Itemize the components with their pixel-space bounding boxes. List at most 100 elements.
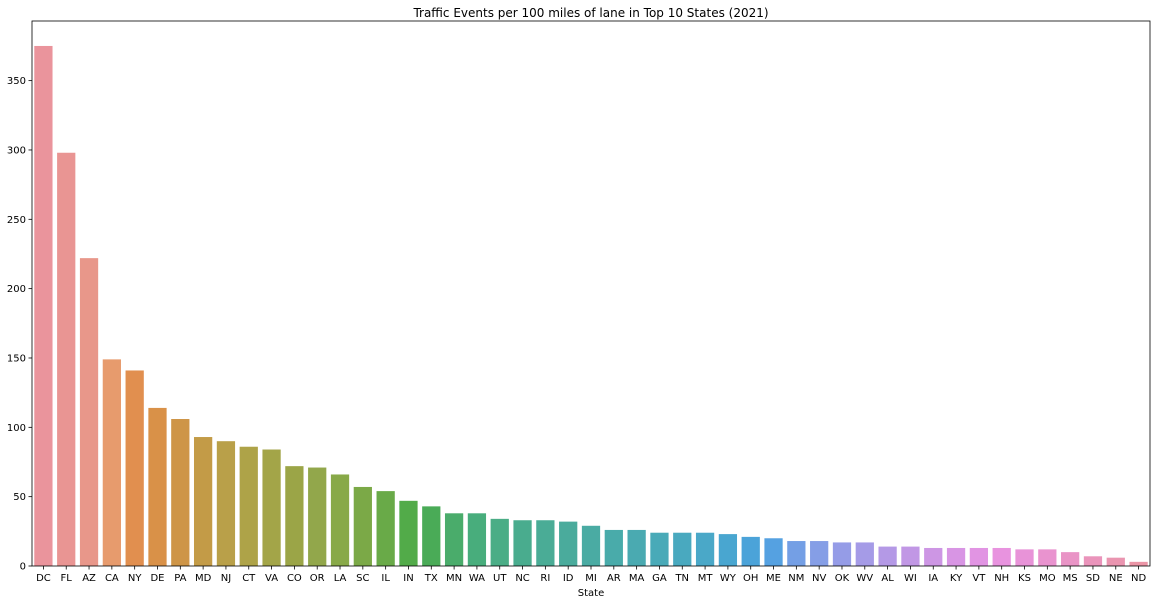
bar-nj	[216, 441, 236, 566]
x-tick-label: UT	[493, 573, 507, 584]
x-tick-label: IA	[928, 573, 938, 584]
y-tick-label: 250	[7, 215, 26, 226]
x-tick-label: NJ	[221, 573, 231, 584]
bar-il	[376, 491, 395, 566]
x-tick-label: NC	[515, 573, 529, 584]
bar-tn	[673, 532, 692, 566]
bar-ms	[1061, 552, 1080, 566]
bar-al	[878, 546, 897, 566]
bar-pa	[171, 419, 190, 566]
x-tick-label: NV	[812, 573, 826, 584]
x-tick-label: MT	[698, 573, 714, 584]
x-tick-label: IL	[381, 573, 390, 584]
bar-wi	[901, 546, 920, 566]
bar-nc	[513, 520, 532, 566]
bar-ct	[239, 446, 258, 566]
x-tick-label: GA	[652, 573, 667, 584]
x-tick-label: WV	[856, 573, 873, 584]
x-tick-label: VA	[265, 573, 278, 584]
bar-wa	[467, 513, 487, 566]
bar-mn	[444, 513, 464, 566]
bar-oh	[741, 536, 760, 566]
bar-md	[193, 437, 213, 566]
x-axis: DC FL AZ CA NY DE PA MD NJ CT VA CO OR LA SC IL IN TX MN WA…	[36, 566, 1146, 584]
bar-sd	[1083, 556, 1103, 566]
x-tick-label: SD	[1086, 573, 1100, 584]
bar-ut	[490, 518, 509, 566]
x-tick-label: NH	[994, 573, 1009, 584]
x-axis-label: State	[578, 588, 604, 599]
bar-ny	[125, 370, 144, 566]
bar-la	[330, 474, 350, 566]
x-tick-label: NY	[128, 573, 142, 584]
x-tick-label: WY	[720, 573, 737, 584]
bar-nv	[810, 541, 829, 566]
x-tick-label: FL	[61, 573, 73, 584]
x-tick-label: KS	[1018, 573, 1031, 584]
x-tick-label: MO	[1039, 573, 1056, 584]
x-tick-label: ND	[1131, 573, 1146, 584]
x-tick-label: ID	[563, 573, 574, 584]
y-tick-label: 350	[7, 76, 26, 87]
bar-ri	[536, 520, 555, 566]
x-tick-label: CO	[287, 573, 302, 584]
bar-id	[559, 521, 578, 566]
x-tick-label: KY	[950, 573, 963, 584]
bar-in	[399, 500, 418, 566]
x-tick-label: MN	[446, 573, 462, 584]
x-tick-label: ME	[766, 573, 781, 584]
y-axis: 0 50 100 150 200 250 300 350	[7, 76, 32, 573]
x-tick-label: CT	[242, 573, 256, 584]
x-tick-label: MD	[195, 573, 212, 584]
bar-or	[308, 467, 327, 566]
x-tick-label: NE	[1109, 573, 1123, 584]
bar-vt	[969, 547, 989, 566]
bar-ia	[924, 547, 943, 566]
y-tick-label: 0	[20, 562, 26, 573]
x-tick-label: WI	[904, 573, 917, 584]
bar-mt	[695, 532, 715, 566]
chart-title: Traffic Events per 100 miles of lane in …	[412, 6, 768, 20]
plot-frame	[31, 20, 1151, 567]
bar-nh	[992, 547, 1011, 566]
x-tick-label: AR	[607, 573, 621, 584]
bar-me	[764, 538, 783, 566]
x-tick-label: LA	[334, 573, 347, 584]
x-tick-label: OR	[310, 573, 325, 584]
x-tick-label: MA	[629, 573, 645, 584]
y-tick-label: 100	[7, 423, 26, 434]
bar-fl	[57, 152, 76, 567]
x-tick-label: NM	[788, 573, 804, 584]
bar-wv	[855, 542, 874, 566]
bar-co	[285, 466, 304, 566]
x-tick-label: DE	[150, 573, 164, 584]
bar-ga	[650, 532, 669, 566]
x-tick-label: WA	[469, 573, 485, 584]
bar-ma	[627, 529, 646, 566]
bar-ca	[102, 359, 121, 566]
x-tick-label: IN	[403, 573, 413, 584]
x-tick-label: PA	[174, 573, 186, 584]
bar-mo	[1038, 549, 1057, 566]
y-tick-label: 200	[7, 284, 26, 295]
bar-nm	[787, 541, 806, 566]
x-tick-label: AZ	[82, 573, 96, 584]
bar-ky	[946, 547, 966, 566]
bar-va	[262, 449, 281, 566]
x-tick-label: RI	[540, 573, 550, 584]
bar-nd	[1129, 561, 1148, 566]
bar-ok	[832, 542, 852, 566]
bar-az	[79, 258, 99, 566]
x-tick-label: CA	[105, 573, 119, 584]
x-tick-label: AL	[881, 573, 894, 584]
x-tick-label: MI	[585, 573, 597, 584]
x-tick-label: MS	[1063, 573, 1078, 584]
x-tick-label: TN	[674, 573, 689, 584]
bar-wy	[718, 534, 738, 566]
x-tick-label: DC	[36, 573, 51, 584]
bar-ne	[1106, 557, 1125, 566]
bar-tx	[422, 506, 441, 566]
bar-ar	[604, 529, 623, 566]
